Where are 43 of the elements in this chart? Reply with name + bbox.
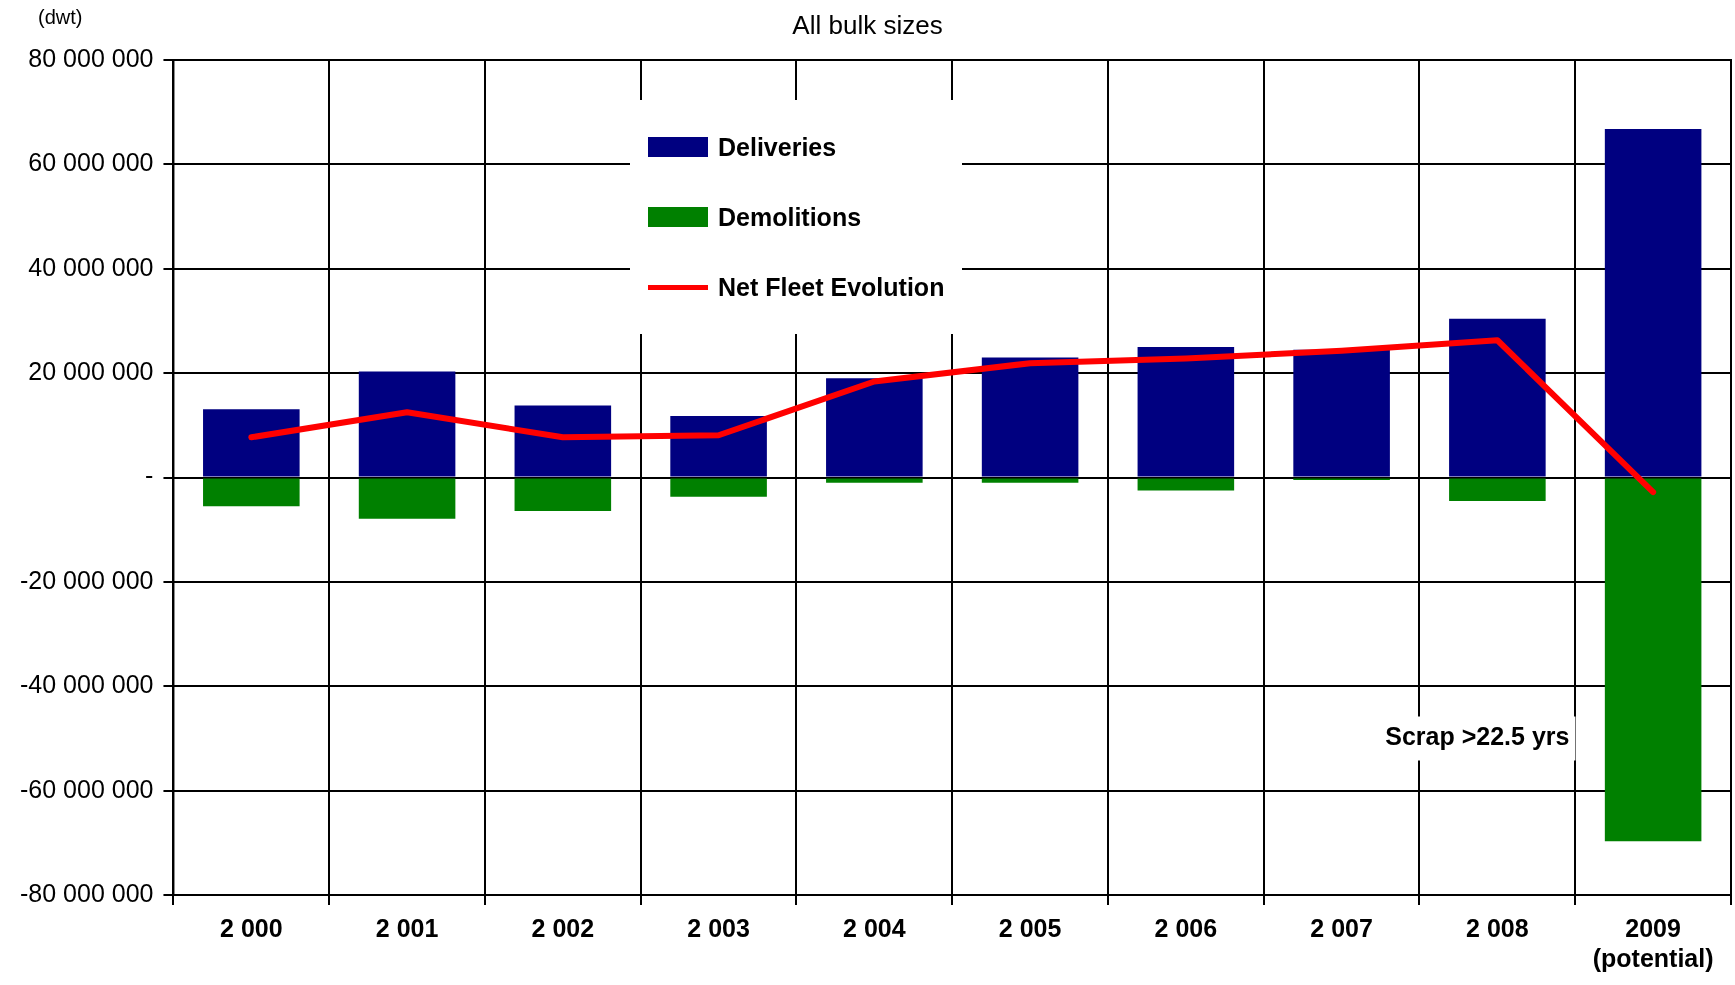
y-tick-label: 80 000 000 — [28, 43, 154, 72]
bar — [1137, 347, 1235, 477]
legend-label: Demolitions — [718, 202, 862, 232]
y-tick-label: 20 000 000 — [28, 357, 154, 386]
x-tick-label: 2 001 — [375, 913, 439, 942]
y-tick-label: -20 000 000 — [19, 565, 154, 594]
bar — [670, 478, 767, 497]
bar — [358, 371, 456, 477]
bar — [1137, 478, 1235, 491]
bar — [203, 478, 300, 507]
bar — [358, 478, 456, 519]
x-tick-label: 2 002 — [531, 913, 595, 942]
x-tick-label: 2 007 — [1310, 913, 1373, 942]
bar — [1449, 478, 1546, 501]
chart-title: All bulk sizes — [792, 10, 943, 40]
y-tick-label: 60 000 000 — [28, 148, 154, 177]
y-tick-label: - — [145, 461, 154, 490]
legend-label: Net Fleet Evolution — [718, 272, 945, 302]
x-tick-label: 2 008 — [1466, 913, 1529, 942]
x-tick-label: 2 000 — [220, 913, 283, 942]
legend-label: Deliveries — [718, 132, 837, 162]
bar — [826, 378, 923, 477]
bar — [1604, 128, 1702, 477]
y-tick-label: 40 000 000 — [28, 252, 154, 281]
x-tick-label: 2 004 — [843, 913, 906, 942]
bar — [1449, 318, 1546, 477]
bar — [514, 478, 612, 511]
y-tick-label: -60 000 000 — [19, 774, 154, 803]
bar — [1604, 478, 1702, 842]
bar — [514, 405, 612, 477]
x-tick-label: 2009 (potential) — [1592, 913, 1714, 972]
y-tick-label: -80 000 000 — [19, 878, 154, 907]
x-tick-label: 2 006 — [1154, 913, 1218, 942]
bar — [981, 357, 1079, 477]
bar — [1293, 349, 1390, 477]
y-axis-title: (dwt) — [38, 6, 83, 29]
x-tick-label: 2 005 — [998, 913, 1062, 942]
y-tick-label: -40 000 000 — [19, 670, 154, 699]
bar — [203, 409, 300, 477]
x-tick-label: 2 003 — [687, 913, 750, 942]
bar — [826, 478, 923, 483]
annotation: Scrap >22.5 yrs — [1385, 722, 1570, 751]
bar — [981, 478, 1079, 483]
